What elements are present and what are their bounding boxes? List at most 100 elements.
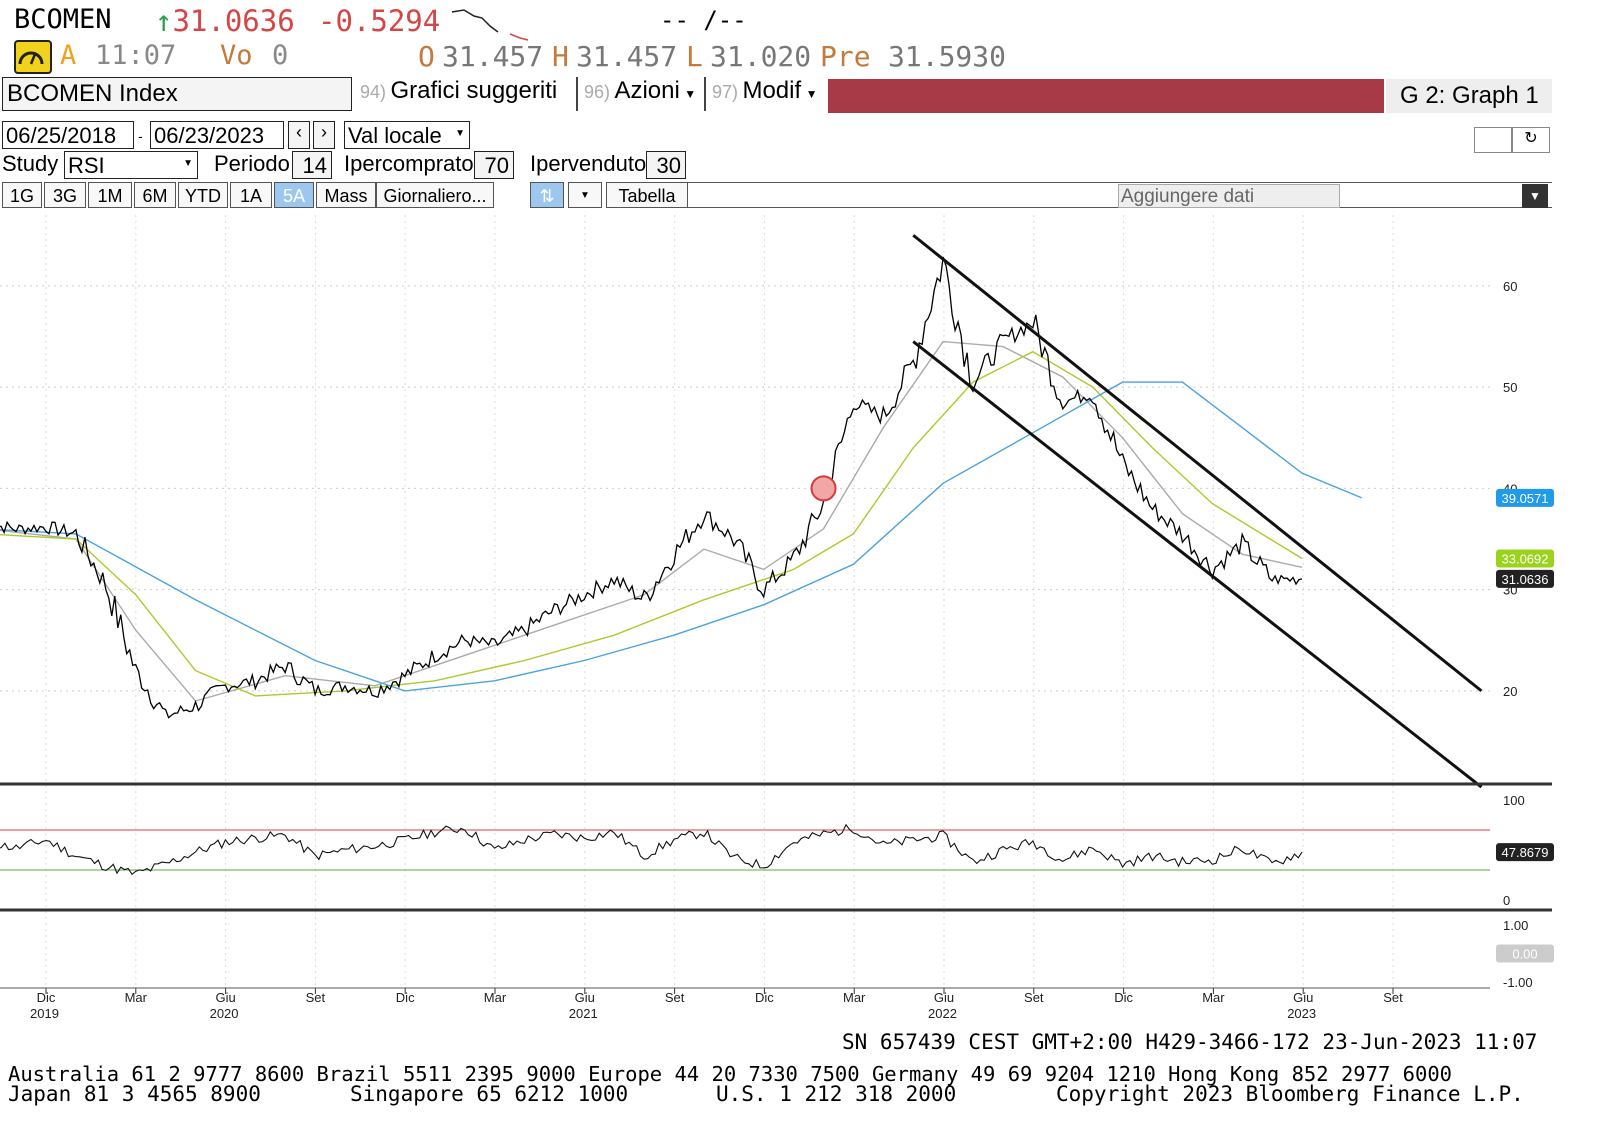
last-value-tag-3: 31.0636 xyxy=(1496,569,1554,588)
x-year-label: 2021 xyxy=(569,1006,598,1021)
add-data-dropdown[interactable]: ▼ xyxy=(1522,184,1548,208)
period-button-ytd[interactable]: YTD xyxy=(178,182,228,208)
quote-flag: A xyxy=(60,40,77,71)
y-tick-label: 20 xyxy=(1503,684,1517,699)
contacts-japan: Japan 81 3 4565 8900 xyxy=(8,1082,261,1106)
refresh-icon: ↻ xyxy=(1524,130,1538,147)
chevron-left-icon: ‹ xyxy=(296,122,302,142)
frequency-select[interactable]: Giornaliero... xyxy=(376,182,494,208)
rsi-y-tick: 0 xyxy=(1503,893,1510,908)
rsi-last-tag-text: 47.8679 xyxy=(1502,845,1549,860)
low-value: 31.020 xyxy=(710,40,812,73)
date-separator: - xyxy=(138,128,143,144)
last-value-tag-1: 39.0571 xyxy=(1496,488,1554,507)
trend-channel xyxy=(912,234,1483,789)
layout-button[interactable] xyxy=(1474,127,1512,153)
period-button-5a[interactable]: 5A xyxy=(274,182,314,208)
up-arrow-icon: ↑ xyxy=(155,4,173,38)
x-tick-label: Mar xyxy=(125,990,148,1005)
dropdown-caret-icon: ▼ xyxy=(455,128,465,139)
period-button-1m[interactable]: 1M xyxy=(88,182,132,208)
actions-menu[interactable]: 96) Azioni ▼ xyxy=(576,77,704,111)
x-year-label: 2023 xyxy=(1287,1006,1316,1021)
last-price: ↑31.0636 xyxy=(155,4,295,38)
moving-average-line-2 xyxy=(0,350,1303,697)
prev-label: Pre xyxy=(820,40,871,73)
ticker-symbol: BCOMEN xyxy=(14,4,112,35)
rsi-last-tag-bg xyxy=(1496,843,1554,862)
rsi-y-tick: 100 xyxy=(1503,793,1525,808)
last-value-tag-text: 31.0636 xyxy=(1502,572,1549,587)
annotation xyxy=(810,475,837,502)
x-tick-label: Dic xyxy=(37,990,56,1005)
x-tick-label: Dic xyxy=(1114,990,1133,1005)
x-tick-label: Mar xyxy=(1202,990,1225,1005)
refresh-button[interactable]: ↻ xyxy=(1512,127,1550,153)
table-button[interactable]: Tabella xyxy=(606,182,688,208)
x-tick-label: Giu xyxy=(1293,990,1313,1005)
period-button-1g[interactable]: 1G xyxy=(2,182,42,208)
chevron-right-icon: › xyxy=(321,122,327,142)
end-date-field[interactable]: 06/23/2023 xyxy=(150,121,284,149)
period-button-6m[interactable]: 6M xyxy=(134,182,176,208)
open-value: 31.457 xyxy=(442,40,544,73)
x-year-label: 2019 xyxy=(30,1006,59,1021)
third-y-tick: -1.00 xyxy=(1503,975,1533,990)
contacts-singapore: Singapore 65 6212 1000 xyxy=(350,1082,629,1106)
dropdown-caret-icon: ▼ xyxy=(684,87,697,101)
period-button-1a[interactable]: 1A xyxy=(230,182,272,208)
chart-type-dropdown[interactable]: ▼ xyxy=(568,182,602,208)
third-last-tag-bg xyxy=(1496,944,1554,963)
last-value-tag-text: 33.0692 xyxy=(1502,552,1549,567)
oversold-input[interactable]: 30 xyxy=(646,151,686,179)
study-label: Study xyxy=(2,151,59,176)
overbought-input[interactable]: 70 xyxy=(474,151,514,179)
oversold-label: Ipervenduto xyxy=(530,151,647,176)
add-data-field[interactable]: Aggiungere dati xyxy=(1118,184,1340,208)
x-tick-label: Mar xyxy=(843,990,866,1005)
dropdown-caret-icon: ▼ xyxy=(805,87,818,101)
period-label: Periodo xyxy=(214,151,290,176)
security-field[interactable]: BCOMEN Index xyxy=(2,77,352,111)
contacts-line-1: Australia 61 2 9777 8600 Brazil 5511 239… xyxy=(8,1062,1453,1086)
graph-name-tab[interactable]: G 2: Graph 1 xyxy=(1386,79,1552,113)
x-tick-label: Dic xyxy=(396,990,415,1005)
status-line: SN 657439 CEST GMT+2:00 H429-3466-172 23… xyxy=(842,1030,1538,1054)
x-year-label: 2022 xyxy=(928,1006,957,1021)
period-input[interactable]: 14 xyxy=(292,151,332,179)
candlestick-icon: ⇅ xyxy=(539,186,555,206)
security-name: BCOMEN Index xyxy=(7,80,178,107)
x-tick-label: Set xyxy=(306,990,326,1005)
suggested-charts-menu[interactable]: 94) Grafici suggeriti xyxy=(360,77,558,104)
x-tick-label: Giu xyxy=(934,990,954,1005)
last-value-tag-bg xyxy=(1496,488,1554,507)
x-tick-label: Set xyxy=(1024,990,1044,1005)
price-series xyxy=(0,256,1303,719)
next-period-button[interactable]: › xyxy=(313,121,335,149)
study-select[interactable]: RSI ▼ xyxy=(64,151,198,179)
period-button-mass[interactable]: Mass xyxy=(316,182,376,208)
chart-type-button[interactable]: ⇅ xyxy=(530,182,564,208)
gauge-icon[interactable] xyxy=(14,40,52,74)
period-button-3g[interactable]: 3G xyxy=(44,182,86,208)
x-year-label: 2020 xyxy=(210,1006,239,1021)
high-value: 31.457 xyxy=(576,40,678,73)
edit-menu[interactable]: 97) Modif ▼ xyxy=(704,77,830,111)
y-tick-label: 50 xyxy=(1503,380,1517,395)
high-label: H xyxy=(552,40,569,73)
moving-averages xyxy=(0,340,1363,702)
dropdown-caret-icon: ▼ xyxy=(1529,189,1541,203)
overbought-label: Ipercomprato xyxy=(344,151,474,176)
dropdown-caret-icon: ▼ xyxy=(183,158,193,169)
third-last-tag-text: 0.00 xyxy=(1512,947,1537,962)
volume-label: Vo xyxy=(220,40,253,71)
x-tick-label: Giu xyxy=(215,990,235,1005)
currency-select[interactable]: Val locale ▼ xyxy=(344,121,470,149)
prev-period-button[interactable]: ‹ xyxy=(288,121,310,149)
volume-value: 0 xyxy=(272,40,289,71)
x-tick-label: Set xyxy=(665,990,685,1005)
start-date-field[interactable]: 06/25/2018 xyxy=(2,121,134,149)
x-tick-label: Mar xyxy=(484,990,507,1005)
